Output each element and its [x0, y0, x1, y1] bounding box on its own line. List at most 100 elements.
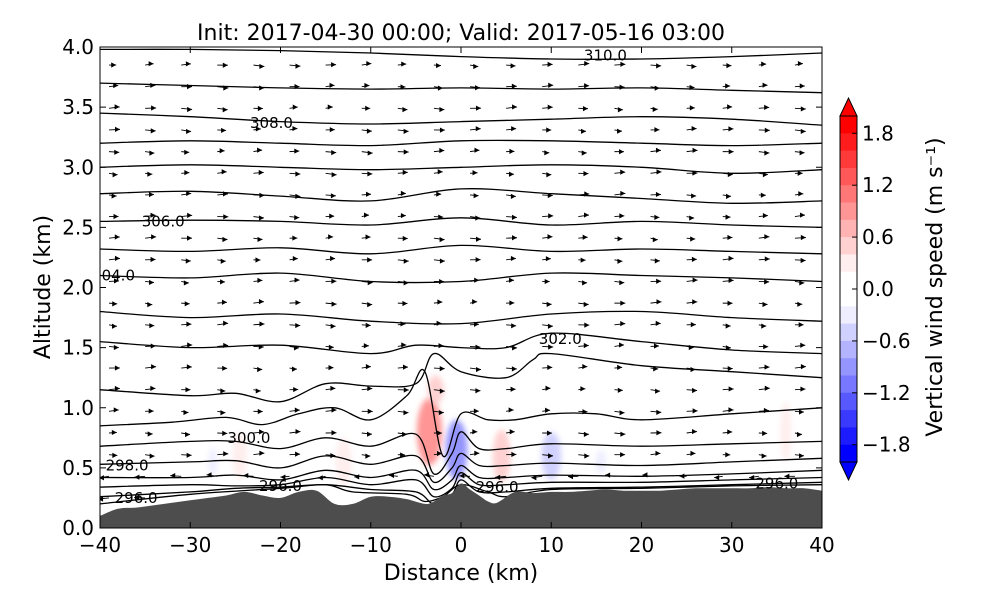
wind-vector	[325, 172, 337, 178]
wind-vector	[542, 192, 553, 199]
theta-contour	[100, 472, 822, 498]
svg-text:296.0: 296.0	[259, 477, 302, 495]
wind-vector	[206, 472, 218, 478]
wind-vector	[397, 342, 407, 348]
wind-vector	[506, 451, 517, 458]
wind-vector	[253, 63, 265, 70]
wind-vector	[758, 301, 768, 308]
wind-vector	[686, 408, 698, 414]
wind-vector	[108, 429, 117, 436]
wind-vector	[325, 407, 337, 413]
wind-vector	[108, 172, 118, 178]
wind-vector	[361, 257, 373, 263]
vertical-wind-background	[100, 47, 822, 528]
wind-vector	[578, 60, 590, 67]
wind-vector	[650, 237, 658, 243]
wind-vector	[108, 385, 120, 392]
background-band	[677, 47, 697, 528]
wind-vector	[108, 344, 119, 351]
wind-vector	[758, 212, 768, 219]
wind-vector	[433, 106, 445, 113]
wind-vector	[722, 63, 732, 69]
colorbar-segment	[840, 392, 857, 411]
wind-vector	[181, 170, 190, 176]
wind-vector	[108, 104, 120, 110]
wind-vector	[253, 408, 263, 415]
y-axis-label: Altitude (km)	[31, 215, 56, 359]
wind-vector	[134, 474, 146, 480]
wind-vector	[433, 191, 442, 197]
svg-text:300.0: 300.0	[227, 429, 270, 447]
wind-vector	[289, 125, 298, 132]
wind-vector	[145, 408, 154, 414]
wind-vector	[578, 257, 586, 263]
wind-vector	[506, 214, 518, 221]
wind-vector	[650, 299, 662, 305]
wind-vector	[170, 473, 182, 479]
wind-vector	[108, 82, 119, 89]
wind-vector	[289, 235, 298, 241]
wind-vector	[397, 149, 409, 155]
background-band	[334, 47, 354, 528]
colorbar: 1.8 1.2 0.6 0.0 −0.6 −1.2 −1.8	[839, 96, 911, 482]
theta-contour	[100, 112, 822, 126]
svg-text:−10: −10	[350, 533, 392, 557]
wind-vector	[181, 409, 189, 416]
background-band	[479, 47, 498, 528]
colorbar-segment	[840, 375, 857, 394]
svg-text:304.0: 304.0	[92, 266, 135, 284]
wind-vector	[578, 342, 589, 349]
wind-vector	[217, 258, 226, 264]
background-band	[352, 47, 372, 528]
wind-vector	[181, 190, 192, 197]
x-tick: −40	[79, 47, 121, 557]
wind-vector	[109, 62, 117, 68]
wind-vector	[361, 322, 371, 329]
wind-vector	[650, 214, 660, 220]
wind-vector	[531, 475, 543, 481]
wind-vector	[506, 277, 515, 283]
wind-vector	[253, 257, 261, 263]
wind-vector	[397, 190, 406, 197]
wind-vector	[758, 256, 770, 262]
background-band	[551, 47, 570, 528]
wind-vector	[325, 385, 336, 391]
wind-vector	[433, 430, 442, 436]
colorbar-segment	[840, 289, 857, 307]
wind-vector	[506, 386, 516, 392]
x-tick: 20	[629, 47, 654, 557]
wind-vector	[397, 212, 406, 219]
x-tick: 30	[719, 47, 744, 557]
wind-vector	[361, 431, 373, 437]
wind-vector	[433, 388, 445, 394]
wind-vector	[289, 300, 301, 306]
wind-vector	[325, 127, 335, 133]
svg-text:296.0: 296.0	[115, 489, 158, 507]
wind-vector	[614, 431, 626, 437]
wind-vector	[145, 385, 156, 391]
wind-vector	[361, 105, 371, 111]
wind-vector	[145, 343, 156, 349]
svg-text:0.5: 0.5	[62, 456, 94, 480]
colorbar-segment	[840, 427, 857, 446]
wind-vector	[686, 428, 698, 435]
wind-vector	[325, 301, 337, 307]
svg-text:0.6: 0.6	[862, 225, 894, 249]
colorbar-extend-max	[839, 96, 858, 117]
wind-vector	[325, 278, 337, 284]
wind-vector	[542, 104, 553, 110]
background-band	[587, 47, 607, 528]
wind-vector	[650, 169, 662, 175]
wind-vector	[650, 409, 662, 415]
background-band	[154, 47, 173, 528]
wind-vector	[397, 84, 406, 90]
wind-vector	[722, 429, 733, 435]
svg-text:−30: −30	[169, 533, 211, 557]
wind-vector	[542, 82, 554, 88]
x-tick: −30	[169, 47, 211, 557]
background-band	[533, 47, 552, 528]
wind-vector	[397, 410, 409, 416]
colorbar-segment	[840, 306, 857, 325]
y-tick: 1.5	[62, 336, 822, 360]
background-band	[244, 47, 264, 528]
